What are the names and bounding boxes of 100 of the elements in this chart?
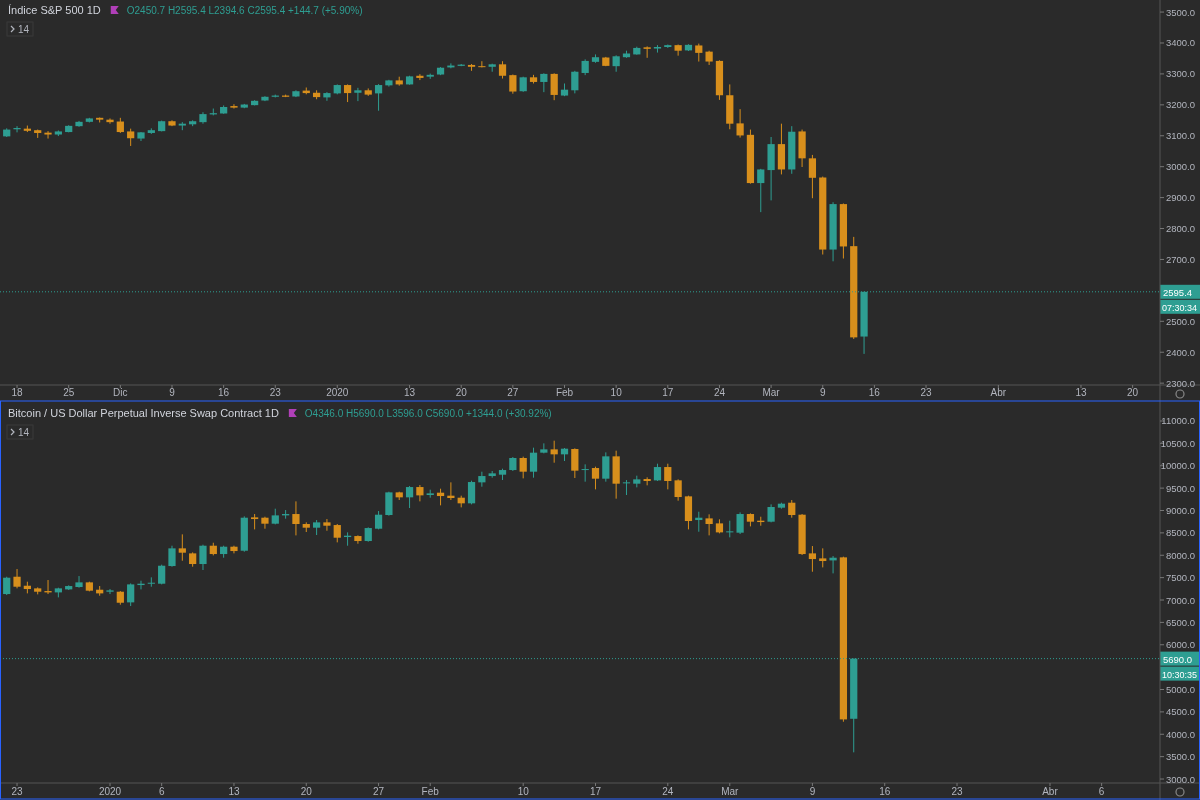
x-tick-label: 6 [1098,786,1105,797]
y-tick-label: 10000.0 [1160,460,1195,472]
x-tick-label: 2020 [98,786,122,797]
y-tick-label: 4000.0 [1165,728,1195,740]
candlestick [13,568,21,589]
y-tick-label: 5000.0 [1165,684,1195,696]
x-tick-label: 20 [1127,387,1139,398]
x-tick-label: 20 [300,786,313,797]
x-tick-label: Mar [721,786,740,797]
candlestick [127,582,135,607]
x-tick-label: 24 [662,786,674,797]
x-tick-label: Feb [555,387,574,398]
candlestick [106,588,114,595]
candlestick [168,545,176,568]
candlestick [199,544,207,571]
x-tick-label: 13 [228,786,240,797]
y-tick-label: 3500.0 [1165,6,1195,18]
x-tick-label: 27 [507,387,519,398]
x-tick-label: 17 [589,786,602,797]
candlestick [736,511,744,535]
x-tick-label: Dic [113,387,128,398]
annotation: 14 [18,427,30,438]
y-tick-label: 3400.0 [1165,37,1195,49]
x-tick-label: 9 [809,786,816,797]
ref-line-label: 2595.4 [1163,286,1193,298]
candlestick [75,575,83,589]
candlestick [581,463,589,483]
y-tick-label: 3300.0 [1165,68,1195,80]
candlestick [147,576,155,588]
candlestick [230,103,238,110]
x-tick-label: 13 [1075,387,1087,398]
x-tick-label: 10 [517,786,530,797]
candlestick [261,516,269,530]
y-tick-label: 8500.0 [1165,527,1195,539]
x-tick-label: 16 [218,387,230,398]
y-tick-label: 2500.0 [1165,315,1195,327]
y-tick-label: 3200.0 [1165,99,1195,111]
annotation: O2450.7 H2595.4 L2394.6 C2595.4 +144.7 (+5.90%) [126,5,363,16]
x-tick-label: 9 [169,387,176,398]
x-tick-label: 18 [11,387,24,398]
x-tick-label: 13 [404,387,416,398]
x-tick-label: 17 [662,387,674,398]
text: 07:30:34 [1162,302,1198,313]
x-tick-label: 6 [158,786,165,797]
candlestick [674,44,682,57]
y-tick-label: 6500.0 [1165,616,1195,628]
candlestick [757,168,765,213]
x-tick-label: 23 [951,786,964,797]
annotation: 14 [18,24,30,35]
candlestick [374,83,383,112]
candlestick [550,440,558,464]
candlestick [591,466,600,490]
candlestick [478,471,486,488]
x-tick-label: 10 [610,387,623,398]
candlestick [478,60,486,68]
y-tick-label: 9500.0 [1165,482,1195,494]
candlestick [540,72,548,93]
y-tick-label: 11000.0 [1161,415,1195,427]
candlestick [643,45,651,59]
x-tick-label: 2020 [326,387,349,398]
y-tick-label: 2900.0 [1165,192,1195,204]
candlestick [705,513,713,536]
candlestick [664,463,672,490]
x-tick-label: 25 [63,387,75,398]
y-tick-label: 2300.0 [1165,377,1195,389]
candlestick [602,451,610,483]
chart-title: Índice S&P 500 1D [8,4,101,16]
x-tick-label: 9 [819,387,826,398]
y-tick-label: 4500.0 [1165,706,1195,718]
candlestick [674,478,682,502]
y-tick-label: 9000.0 [1165,505,1195,516]
candlestick [819,547,827,568]
candlestick [354,87,362,102]
y-tick-label: 2800.0 [1165,223,1195,235]
x-tick-label: Mar [762,387,781,398]
x-tick-label: Abr [1042,786,1059,797]
y-tick-label: 7000.0 [1165,594,1195,606]
x-tick-label: Feb [421,786,440,797]
candlestick [808,154,817,199]
y-tick-label: 3500.0 [1165,751,1195,763]
ref-line-label: 5690.0 [1163,653,1193,665]
y-tick-label: 7500.0 [1165,572,1195,584]
candlestick [323,91,331,102]
annotation: O4346.0 H5690.0 L3596.0 C5690.0 +1344.0 (+30.92%) [304,408,552,419]
x-tick-label: 24 [713,387,726,398]
y-tick-label: 3000.0 [1165,773,1195,785]
candlestick [571,447,579,479]
y-tick-label: 8000.0 [1165,549,1195,561]
x-tick-label: 27 [373,786,385,797]
candlestick [44,130,52,140]
x-tick-label: 16 [879,786,891,797]
candlestick [519,456,527,479]
candlestick [416,484,424,502]
y-tick-label: 2700.0 [1165,253,1195,265]
candlestick [323,518,331,532]
candlestick [643,476,651,486]
x-tick-label: 20 [455,387,468,398]
chart-title: Bitcoin / US Dollar Perpetual Inverse Swap Contract 1D [8,407,279,419]
text: 10:30:35 [1162,669,1198,680]
candlestick [178,533,186,562]
